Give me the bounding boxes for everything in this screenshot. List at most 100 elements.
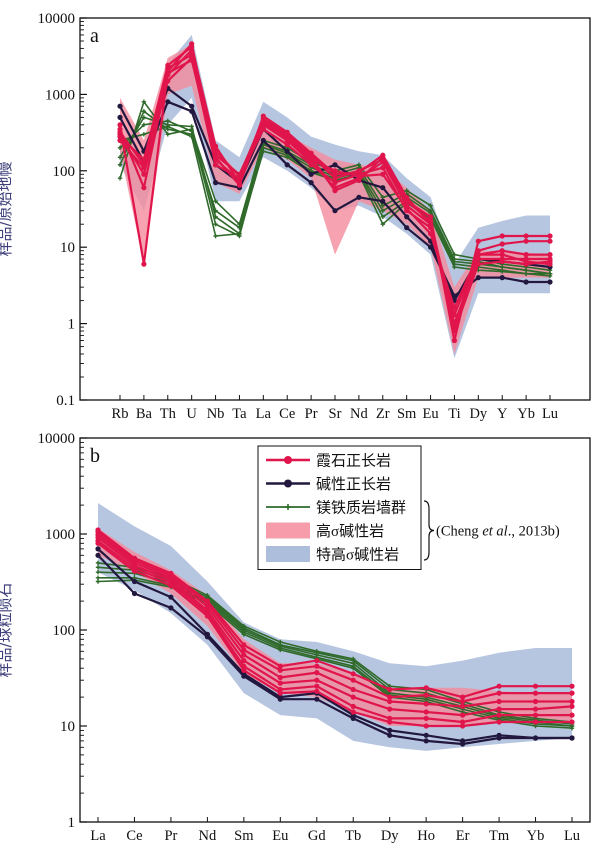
nepheline-syenite-point (428, 221, 434, 227)
mafic-dyke-point (95, 575, 101, 580)
nepheline-syenite-point (387, 719, 393, 725)
alkali-syenite-point (460, 741, 466, 747)
alkali-syenite-point (496, 735, 502, 741)
alkali-syenite-point (308, 171, 314, 177)
alkali-syenite-point (332, 208, 338, 214)
nepheline-syenite-point (350, 709, 356, 715)
nepheline-syenite-series-line (97, 531, 572, 703)
y-tick-label: 1 (68, 317, 76, 333)
alkali-syenite-point (423, 738, 429, 744)
nepheline-syenite-point (496, 706, 502, 712)
mafic-dyke-point (428, 203, 433, 208)
nepheline-syenite-point (475, 252, 481, 258)
x-tick-label: La (90, 828, 106, 844)
nepheline-syenite-point (569, 703, 575, 710)
nepheline-syenite-point (499, 252, 505, 258)
nepheline-syenite-point (387, 694, 393, 700)
mafic-dyke-point (380, 222, 385, 227)
alkali-syenite-point (423, 732, 429, 738)
nepheline-syenite-point (523, 233, 529, 239)
legend-swatch-high-sigma (266, 522, 310, 539)
x-tick-label: Tb (345, 828, 361, 844)
nepheline-syenite-point (496, 698, 502, 705)
alkali-syenite-point (95, 552, 101, 558)
x-tick-label: Nd (199, 828, 217, 844)
y-tick-label: 1 (68, 815, 76, 831)
mafic-dyke-point (547, 273, 553, 279)
nepheline-syenite-point (523, 252, 529, 258)
legend-label-very-high-sigma: 特高σ碱性岩 (316, 547, 399, 564)
alkali-syenite-point (547, 279, 553, 285)
alkali-syenite-series-line (97, 554, 572, 746)
nepheline-syenite-point (496, 719, 502, 725)
nepheline-syenite-point (308, 150, 314, 156)
nepheline-syenite-point (165, 62, 171, 68)
nepheline-syenite-point (569, 690, 575, 696)
nepheline-syenite-point (308, 162, 314, 168)
x-tick-label: Th (160, 406, 177, 422)
x-tick-label: Ta (232, 406, 247, 422)
nepheline-syenite-point (332, 175, 338, 181)
nepheline-syenite-point (499, 248, 505, 254)
nepheline-syenite-point (168, 583, 174, 589)
alkali-syenite-point (277, 696, 283, 702)
legend-marker-alkali-syenite (284, 479, 292, 488)
mafic-dyke-point (380, 203, 385, 208)
y-tick-label: 100 (53, 623, 76, 639)
nepheline-syenite-point (423, 709, 429, 715)
nepheline-syenite-series-line (97, 539, 572, 724)
alkali-syenite-point (475, 275, 481, 281)
mafic-dyke-point (213, 222, 218, 227)
alkali-syenite-point (95, 546, 101, 552)
nepheline-syenite-point (277, 690, 283, 696)
nepheline-syenite-point (451, 328, 457, 334)
nepheline-syenite-point (117, 129, 123, 135)
nepheline-syenite-point (475, 248, 481, 254)
mafic-dyke-point (452, 264, 457, 270)
nepheline-syenite-point (569, 719, 575, 725)
x-tick-label: Zr (376, 406, 390, 422)
nepheline-syenite-series-line (97, 536, 573, 717)
nepheline-syenite-point (387, 686, 393, 693)
mafic-dyke-point (117, 176, 123, 181)
nepheline-syenite-point (284, 136, 290, 142)
nepheline-syenite-point (277, 686, 283, 693)
alkali-syenite-point (284, 148, 290, 154)
nepheline-syenite-point (460, 694, 466, 700)
mafic-dyke-point (141, 109, 147, 114)
nepheline-syenite-point (569, 683, 575, 689)
alkali-syenite-point (131, 578, 138, 585)
nepheline-syenite-point (314, 670, 320, 676)
nepheline-syenite-point (277, 667, 283, 673)
nepheline-syenite-point (499, 258, 505, 265)
mafic-dyke-point (261, 149, 266, 154)
nepheline-syenite-point (350, 686, 356, 693)
nepheline-syenite-point (451, 305, 457, 311)
nepheline-syenite-point (332, 168, 338, 174)
alkali-syenite-point (428, 244, 434, 250)
x-tick-label: Nd (350, 406, 368, 422)
alkali-syenite-point (260, 137, 266, 143)
nepheline-syenite-point (241, 667, 247, 673)
nepheline-syenite-point (423, 715, 429, 722)
nepheline-syenite-point (350, 694, 356, 700)
legend-swatch-very-high-sigma (266, 546, 310, 562)
legend-label-mafic-dyke: 镁铁质岩墙群 (316, 500, 406, 517)
nepheline-syenite-point (332, 180, 338, 186)
alkali-syenite-point (117, 114, 123, 120)
alkali-syenite-point (356, 194, 362, 200)
y-tick-label: 10000 (38, 11, 76, 27)
nepheline-syenite-point (350, 671, 356, 677)
alkali-syenite-point (168, 594, 174, 600)
legend-marker-mafic-dyke (285, 504, 291, 510)
panel-a-spider-diagram: 0.1 1 10 100 1000 10000 Rb Ba Th U Nb Ta La Ce Pr Sr Nd Z… (0, 11, 591, 422)
alkali-syenite-point (523, 279, 529, 285)
mafic-dyke-point (351, 666, 356, 671)
nepheline-syenite-point (460, 719, 466, 725)
mafic-dyke-point (165, 118, 170, 124)
nepheline-syenite-series-line (97, 533, 572, 708)
panel-label: a (90, 25, 99, 47)
nepheline-syenite-point (423, 692, 429, 698)
nepheline-syenite-point (95, 540, 101, 546)
